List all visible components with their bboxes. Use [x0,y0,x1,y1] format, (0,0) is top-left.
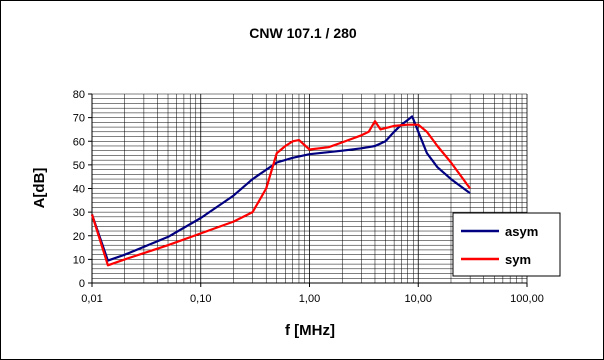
series-lines [90,115,471,267]
legend-box [452,212,561,277]
legend-label-asym: asym [505,224,538,239]
y-axis-title: A[dB] [31,168,48,209]
y-tick-label: 0 [79,278,85,290]
x-tick-label: 1,00 [299,293,320,305]
plot-grid [91,93,528,284]
x-axis-title: f [MHz] [285,322,335,339]
series-line-sym [90,120,471,267]
y-tick-label: 10 [73,254,85,266]
y-tick-label: 20 [73,231,85,243]
y-tick-label: 40 [73,184,85,196]
x-tick-label: 0,10 [190,293,211,305]
x-tick-label: 100,00 [510,293,544,305]
legend: asym sym [452,212,561,277]
tick-labels: 0 10 20 30 40 50 60 70 80 0,01 0,10 1,00 10,00 100,00 [73,89,544,305]
y-tick-label: 80 [73,89,85,101]
y-tick-label: 70 [73,113,85,125]
legend-label-sym: sym [505,252,531,267]
y-tick-label: 60 [73,136,85,148]
chart-title: CNW 107.1 / 280 [249,25,357,41]
plot-axes [88,93,528,287]
x-tick-label: 0,01 [81,293,102,305]
x-tick-label: 10,00 [404,293,432,305]
y-tick-label: 30 [73,207,85,219]
y-tick-label: 50 [73,160,85,172]
series-line-asym [90,115,471,262]
